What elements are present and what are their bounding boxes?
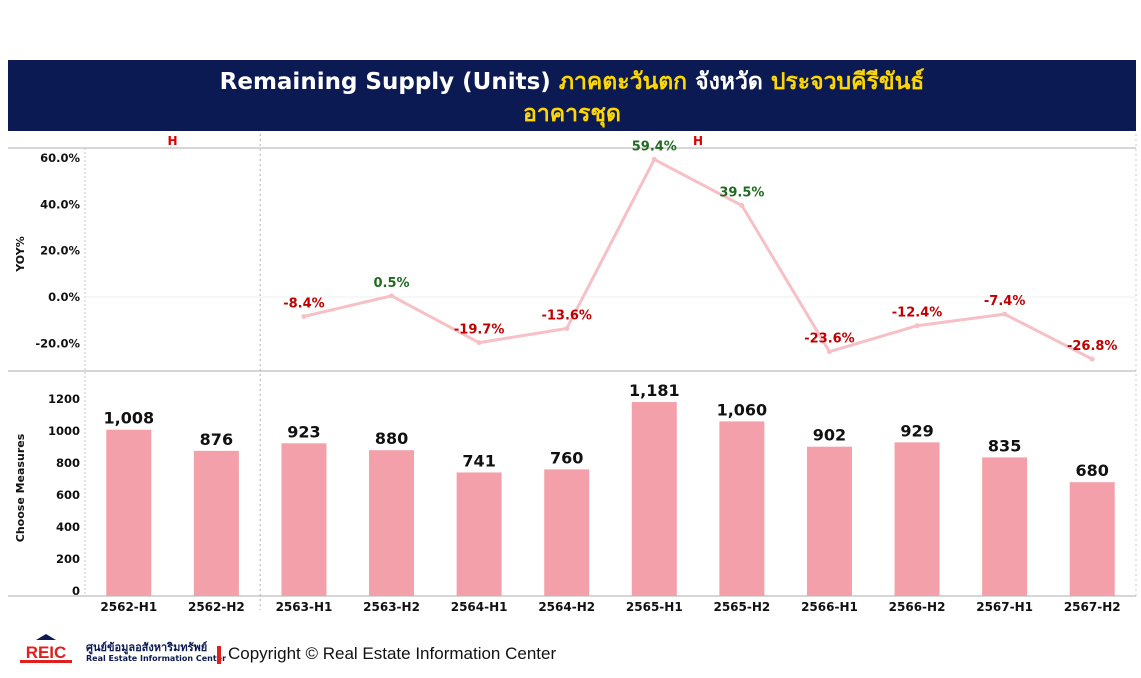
yoy-point bbox=[1002, 311, 1008, 317]
chart-title: Remaining Supply (Units) ภาคตะวันตก จังห… bbox=[8, 68, 1136, 96]
x-tick-label: 2563-H1 bbox=[276, 600, 333, 614]
org-name-th: ศูนย์ข้อมูลอสังหาริมทรัพย์ bbox=[86, 641, 208, 654]
x-tick-label: 2567-H2 bbox=[1064, 600, 1121, 614]
bar-data-label: 760 bbox=[550, 448, 583, 467]
y-tick-label-yoy: 0.0% bbox=[48, 290, 80, 304]
x-tick-label: 2566-H1 bbox=[801, 600, 858, 614]
yoy-point bbox=[914, 323, 920, 329]
y-tick-label-units: 600 bbox=[56, 488, 80, 502]
x-tick-label: 2566-H2 bbox=[889, 600, 946, 614]
yoy-point bbox=[826, 349, 832, 355]
bar bbox=[106, 429, 152, 596]
yoy-point bbox=[476, 340, 482, 346]
yoy-point bbox=[564, 326, 570, 332]
bar-data-label: 902 bbox=[813, 426, 846, 445]
yoy-point bbox=[651, 156, 657, 162]
yoy-data-label: 0.5% bbox=[374, 276, 410, 291]
bar bbox=[1069, 482, 1115, 596]
reic-logo: REIC bbox=[18, 634, 74, 664]
chart-subtitle: อาคารชุด bbox=[523, 101, 621, 127]
x-tick-label: 2565-H1 bbox=[626, 600, 683, 614]
x-tick-label: 2564-H2 bbox=[538, 600, 595, 614]
group-label: H bbox=[168, 134, 178, 148]
bar-data-label: 1,181 bbox=[629, 381, 680, 400]
yoy-data-label: 39.5% bbox=[719, 185, 764, 200]
y-tick-label-yoy: 40.0% bbox=[40, 197, 80, 211]
yoy-data-label: -19.7% bbox=[454, 323, 505, 338]
bar-data-label: 741 bbox=[462, 451, 495, 470]
yoy-data-label: -7.4% bbox=[984, 294, 1025, 309]
org-name-en: Real Estate Information Center bbox=[86, 654, 227, 663]
bar bbox=[193, 450, 239, 596]
bar bbox=[894, 442, 940, 596]
copyright-text: Copyright © Real Estate Information Cent… bbox=[228, 644, 557, 663]
bar-data-label: 835 bbox=[988, 436, 1021, 455]
y-tick-label-units: 1000 bbox=[48, 424, 80, 438]
bar bbox=[456, 472, 502, 596]
bar bbox=[719, 421, 765, 596]
bar bbox=[544, 469, 590, 596]
bar-data-label: 1,060 bbox=[717, 400, 768, 419]
y-axis-label-units: Choose Measures bbox=[14, 433, 27, 542]
bar bbox=[982, 457, 1028, 596]
x-tick-label: 2564-H1 bbox=[451, 600, 508, 614]
yoy-point bbox=[301, 313, 307, 319]
yoy-data-label: 59.4% bbox=[632, 139, 677, 154]
title-part1: Remaining Supply (Units) bbox=[219, 69, 559, 95]
x-tick-label: 2565-H2 bbox=[713, 600, 770, 614]
title-province: ประจวบคีรีขันธ์ bbox=[770, 69, 925, 95]
yoy-data-label: -23.6% bbox=[804, 332, 855, 347]
bar bbox=[806, 446, 852, 596]
bar-data-label: 1,008 bbox=[103, 409, 154, 428]
y-tick-label-units: 0 bbox=[72, 584, 80, 598]
y-tick-label-units: 200 bbox=[56, 552, 80, 566]
yoy-data-label: -12.4% bbox=[892, 306, 943, 321]
yoy-point bbox=[389, 293, 395, 299]
bar bbox=[281, 443, 327, 596]
y-tick-label-units: 1200 bbox=[48, 392, 80, 406]
bar-data-label: 929 bbox=[900, 421, 933, 440]
yoy-point bbox=[739, 202, 745, 208]
y-tick-label-units: 800 bbox=[56, 456, 80, 470]
y-axis-label-yoy: YOY% bbox=[14, 236, 27, 273]
bar bbox=[631, 402, 677, 596]
y-tick-label-yoy: -20.0% bbox=[35, 336, 80, 350]
bar-data-label: 876 bbox=[200, 430, 233, 449]
footer: REIC ศูนย์ข้อมูลอสังหาริมทรัพย์ Real Est… bbox=[18, 630, 718, 670]
y-tick-label-units: 400 bbox=[56, 520, 80, 534]
x-tick-label: 2562-H2 bbox=[188, 600, 245, 614]
x-tick-label: 2567-H1 bbox=[976, 600, 1033, 614]
title-region: ภาคตะวันตก bbox=[558, 69, 688, 95]
x-tick-label: 2562-H1 bbox=[100, 600, 157, 614]
title-mid: จังหวัด bbox=[687, 69, 771, 95]
bar-data-label: 923 bbox=[287, 422, 320, 441]
bar bbox=[369, 450, 415, 596]
yoy-data-label: -8.4% bbox=[283, 296, 324, 311]
logo-text: REIC bbox=[26, 643, 67, 662]
y-tick-label-yoy: 20.0% bbox=[40, 244, 80, 258]
x-tick-label: 2563-H2 bbox=[363, 600, 420, 614]
bar-data-label: 880 bbox=[375, 429, 408, 448]
yoy-data-label: -13.6% bbox=[541, 309, 592, 324]
y-tick-label-yoy: 60.0% bbox=[40, 151, 80, 165]
yoy-point bbox=[1089, 356, 1095, 362]
yoy-data-label: -26.8% bbox=[1067, 339, 1118, 354]
group-label: H bbox=[693, 134, 703, 148]
bar-data-label: 680 bbox=[1076, 461, 1109, 480]
chart-title-bar: Remaining Supply (Units) ภาคตะวันตก จังห… bbox=[8, 60, 1136, 131]
copyright-divider bbox=[217, 646, 221, 664]
yoy-series-line bbox=[303, 157, 1093, 361]
